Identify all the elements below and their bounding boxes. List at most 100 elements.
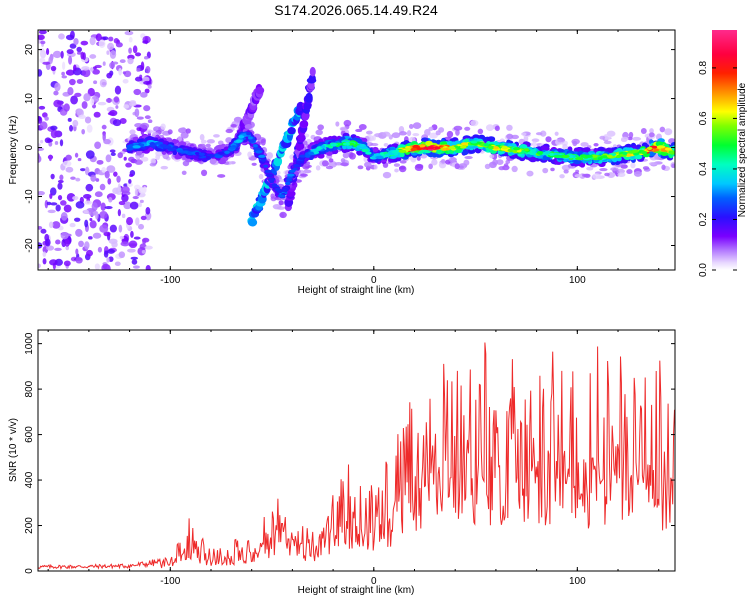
heatmap-noise-blob: [130, 230, 134, 238]
heatmap-halo-blob: [128, 156, 135, 162]
heatmap-halo-blob: [339, 126, 347, 131]
heatmap-noise-blob: [55, 239, 61, 245]
heatmap-noise-blob: [109, 62, 116, 69]
snr-frame: [37, 329, 676, 572]
heatmap-halo-blob: [550, 167, 555, 172]
heatmap-noise-blob: [144, 245, 153, 250]
heatmap-halo-blob: [177, 136, 182, 142]
heatmap-halo-blob: [477, 128, 484, 135]
heatmap-halo-blob: [180, 131, 189, 139]
heatmap-ridge-blob: [278, 200, 284, 206]
heatmap-noise-blob: [106, 72, 113, 79]
heatmap-noise-blob: [119, 235, 125, 240]
heatmap-halo-blob: [373, 164, 378, 170]
heatmap-noise-blob: [101, 124, 107, 130]
heatmap-noise-blob: [80, 51, 85, 60]
heatmap-noise-blob: [65, 69, 75, 76]
heatmap-noise-blob: [80, 168, 86, 172]
heatmap-noise-blob: [130, 256, 138, 260]
heatmap-noise-blob: [84, 166, 90, 176]
heatmap-noise-blob: [39, 57, 46, 64]
heatmap-noise-blob: [50, 65, 57, 72]
heatmap-noise-blob: [50, 173, 55, 180]
heatmap-noise-blob: [85, 150, 95, 159]
heatmap-noise-blob: [136, 116, 144, 120]
heatmap-noise-blob: [100, 202, 106, 211]
heatmap-ridge-blob: [261, 158, 266, 162]
heatmap-ridge-blob: [553, 154, 562, 158]
heatmap-noise-blob: [95, 178, 100, 182]
heatmap-ridge-blob: [549, 152, 555, 156]
heatmap-noise-blob: [89, 220, 97, 229]
colorbar-ticks: 0.0 0.2 0.4 0.6 0.8: [698, 61, 737, 277]
heatmap-halo-blob: [632, 136, 642, 141]
heatmap-ridge-blob: [605, 147, 612, 153]
heatmap-halo-blob: [593, 143, 599, 147]
heatmap-noise-blob: [98, 39, 106, 48]
heatmap-noise-blob: [143, 80, 152, 85]
heatmap-noise-blob: [80, 40, 89, 46]
heatmap-noise-blob: [112, 119, 122, 127]
heatmap-noise-blob: [75, 228, 83, 237]
colorbar-tick-label: 0.6: [698, 111, 709, 125]
heatmap-ridge-blob: [573, 159, 582, 165]
heatmap-noise-blob: [106, 50, 110, 55]
heatmap-halo-blob: [542, 167, 549, 174]
heatmap-ridge-blob: [218, 159, 227, 165]
heatmap-noise-blob: [108, 256, 114, 262]
heatmap-noise-blob: [101, 81, 107, 86]
heatmap-noise-blob: [75, 177, 81, 182]
heatmap-noise-blob: [60, 200, 67, 206]
heatmap-ridge-blob: [375, 155, 384, 159]
heatmap-noise-blob: [140, 215, 147, 221]
heatmap-noise-blob: [128, 240, 138, 249]
y-tick-label: 1000: [24, 332, 35, 355]
heatmap-noise-blob: [105, 154, 112, 163]
snr-x-label: Height of straight line (km): [298, 585, 415, 596]
heatmap-noise-blob: [116, 175, 121, 183]
y-tick-label: 800: [24, 380, 35, 397]
heatmap-noise-blob: [63, 204, 72, 213]
heatmap-ridge-blob: [265, 173, 274, 177]
heatmap-halo-blob: [540, 130, 547, 137]
heatmap-noise-blob: [132, 265, 140, 269]
heatmap-noise-blob: [119, 59, 126, 64]
heatmap-noise-blob: [90, 174, 97, 182]
heatmap-halo-blob: [416, 156, 421, 161]
heatmap-noise-blob: [60, 232, 69, 240]
heatmap-noise-blob: [92, 66, 97, 70]
heatmap-noise-blob: [39, 49, 47, 59]
heatmap-halo-blob: [391, 132, 401, 139]
heatmap-noise-blob: [67, 117, 72, 122]
heatmap-ridge-blob: [459, 145, 467, 149]
heatmap-noise-blob: [140, 91, 148, 98]
heatmap-noise-blob: [50, 202, 58, 206]
heatmap-noise-blob: [77, 157, 82, 162]
heatmap-halo-blob: [340, 158, 346, 163]
heatmap-ridge-blob: [489, 136, 496, 142]
heatmap-ridge-blob: [132, 145, 141, 149]
heatmap-ridge-blob: [236, 139, 243, 143]
heatmap-noise-blob: [64, 239, 70, 247]
heatmap-noise-blob: [90, 98, 95, 106]
heatmap-noise-blob: [109, 224, 117, 233]
heatmap-streak-blob: [303, 102, 312, 111]
heatmap-halo-blob: [424, 129, 431, 136]
heatmap-noise-blob: [38, 69, 43, 77]
heatmap-noise-blob: [129, 173, 134, 178]
heatmap-halo-blob: [251, 162, 257, 166]
heatmap-noise-blob: [109, 50, 117, 59]
heatmap-ridge-blob: [612, 157, 618, 163]
heatmap-streak-blob: [297, 133, 306, 141]
heatmap-streak-blob: [287, 126, 296, 135]
heatmap-noise-blob: [145, 66, 151, 74]
heatmap-halo-blob: [599, 135, 606, 140]
heatmap-halo-blob: [258, 173, 264, 180]
heatmap-noise-blob: [103, 250, 109, 258]
heatmap-noise-blob: [81, 128, 85, 135]
heatmap-noise-blob: [60, 212, 68, 221]
heatmap-ridge-blob: [281, 189, 288, 193]
heatmap-noise-blob: [50, 129, 58, 139]
heatmap-noise-blob: [142, 76, 150, 83]
